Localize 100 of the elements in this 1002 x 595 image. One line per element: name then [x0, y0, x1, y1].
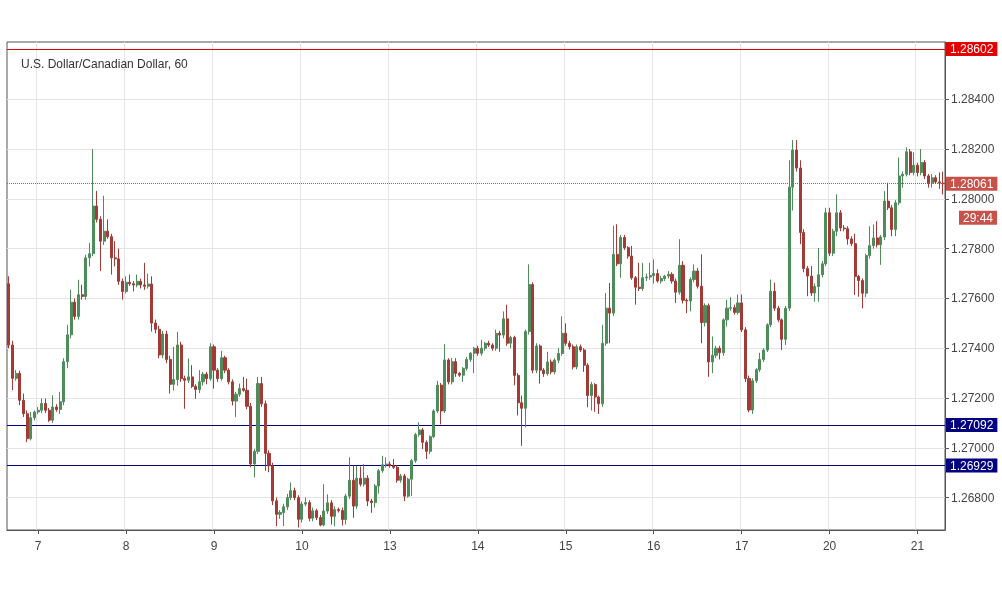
- candlestick: [652, 258, 655, 285]
- candlestick: [546, 351, 549, 377]
- candlestick: [733, 304, 736, 316]
- candlestick: [641, 262, 644, 292]
- candlestick: [187, 357, 190, 384]
- candlestick: [502, 310, 505, 339]
- y-tick-label: 1.27000: [951, 440, 995, 455]
- candlestick: [817, 247, 820, 303]
- candlestick: [498, 330, 501, 353]
- y-tick-label: 1.28200: [951, 142, 995, 157]
- x-tick-label: 10: [295, 539, 309, 553]
- candlestick: [663, 274, 666, 282]
- x-tick-label: 17: [734, 539, 749, 553]
- x-tick-label: 14: [471, 539, 485, 553]
- candlestick: [934, 174, 937, 185]
- candlestick: [736, 293, 740, 316]
- candlestick: [473, 346, 476, 374]
- candlestick: [15, 369, 18, 382]
- candlestick: [333, 505, 336, 527]
- candlestick: [51, 394, 54, 424]
- candlestick: [876, 220, 879, 248]
- candlestick: [73, 297, 76, 321]
- candlestick: [480, 339, 483, 357]
- candlestick: [616, 223, 619, 267]
- candlestick: [550, 358, 553, 375]
- candlestick: [564, 322, 567, 347]
- candlestick: [484, 341, 487, 352]
- candlestick: [300, 500, 303, 524]
- ref-line-label: 1.26929: [950, 458, 994, 473]
- ref-line-label: 1.27092: [950, 417, 994, 432]
- candlestick: [656, 268, 659, 284]
- candlestick: [854, 233, 857, 296]
- candlestick: [572, 344, 575, 370]
- candlestick: [103, 195, 106, 246]
- candlestick: [447, 357, 450, 385]
- candlestick: [909, 148, 912, 176]
- candlestick: [594, 382, 597, 413]
- candlestick: [125, 275, 128, 294]
- candlestick: [612, 225, 615, 317]
- candlestick: [608, 282, 611, 344]
- candlestick: [938, 171, 941, 190]
- candlestick: [330, 499, 333, 526]
- candlestick: [388, 461, 391, 469]
- candlestick: [931, 173, 934, 189]
- candlestick: [176, 331, 179, 387]
- x-tick-label: 21: [910, 539, 925, 553]
- candlestick: [341, 507, 344, 527]
- text: 29:44: [963, 210, 994, 225]
- candlestick: [476, 345, 479, 357]
- candlestick: [861, 278, 864, 309]
- candlestick: [209, 342, 212, 382]
- candlestick: [143, 262, 146, 291]
- candlestick: [531, 281, 534, 374]
- y-tick-label: 1.27800: [951, 241, 995, 256]
- candlestick: [55, 403, 58, 413]
- candlestick: [667, 270, 670, 280]
- x-tick-label: 8: [122, 539, 130, 553]
- candlestick: [810, 265, 813, 297]
- candlestick: [220, 350, 223, 382]
- candlestick: [916, 162, 919, 177]
- y-tick-label: 1.27200: [951, 391, 995, 406]
- candlestick: [359, 466, 362, 487]
- candlestick: [495, 329, 498, 352]
- candlestick: [718, 345, 721, 360]
- candlestick: [322, 483, 325, 527]
- candlestick: [678, 238, 681, 296]
- y-tick-label: 1.28000: [951, 191, 995, 206]
- candlestick: [352, 465, 355, 519]
- candlestick: [198, 369, 201, 394]
- candlestick: [590, 381, 593, 411]
- candlestick: [700, 253, 703, 344]
- candlestick: [846, 225, 849, 246]
- candlestick: [703, 302, 707, 328]
- candlestick: [128, 274, 131, 287]
- text: U.S. Dollar/Canadian Dollar, 60: [21, 57, 189, 71]
- candlestick: [575, 344, 578, 370]
- x-tick-label: 13: [383, 539, 397, 553]
- candlestick: [81, 284, 84, 301]
- x-tick-label: 15: [559, 539, 573, 553]
- x-tick-label: 9: [210, 539, 218, 553]
- candlestick: [147, 273, 150, 289]
- y-tick-label: 1.26800: [951, 490, 995, 505]
- candlestick: [40, 398, 43, 414]
- candlestick: [707, 302, 710, 378]
- candlestick: [920, 148, 923, 176]
- y-tick-label: 1.27400: [951, 341, 995, 356]
- candlestick: [619, 234, 622, 279]
- y-tick-label: 1.27600: [951, 291, 995, 306]
- x-tick-label: 7: [34, 539, 42, 553]
- candlestick: [912, 151, 915, 176]
- candlestick: [399, 473, 402, 484]
- ref-line-label: 1.28061: [950, 176, 994, 191]
- candlestick: [539, 344, 542, 385]
- candlestick: [487, 340, 490, 348]
- candlestick: [454, 357, 457, 378]
- candlestick: [29, 411, 32, 441]
- candlestick: [506, 304, 509, 347]
- candlestick: [363, 463, 366, 487]
- candlestick: [355, 465, 358, 510]
- candlestick: [443, 343, 446, 414]
